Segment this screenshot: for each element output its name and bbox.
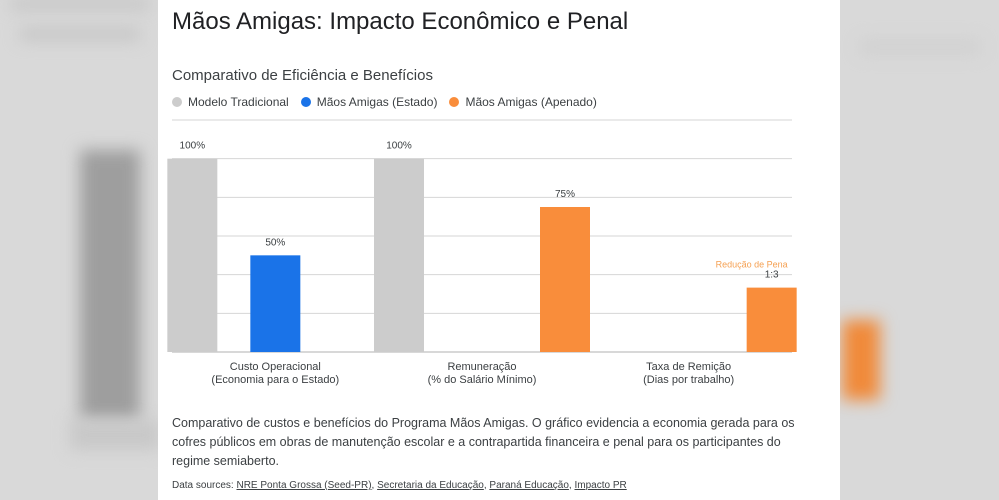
blurred-text-left <box>70 420 160 450</box>
legend-label: Modelo Tradicional <box>188 95 289 109</box>
source-link-nre[interactable]: NRE Ponta Grossa (Seed-PR) <box>236 480 372 491</box>
x-tick-label: (Dias por trabalho) <box>643 374 734 386</box>
source-link-secretaria[interactable]: Secretaria da Educação <box>377 480 484 491</box>
x-tick-label: (Economia para o Estado) <box>211 374 339 386</box>
legend-item-tradicional[interactable]: Modelo Tradicional <box>172 95 289 109</box>
bar <box>540 207 590 352</box>
data-label: 100% <box>386 141 412 152</box>
x-tick-label: (% do Salário Mínimo) <box>428 374 537 386</box>
data-label: 75% <box>555 189 575 200</box>
legend-swatch-blue <box>300 97 311 107</box>
legend-swatch-gray <box>172 97 182 107</box>
blurred-bar-right <box>842 320 880 400</box>
chart-legend: Modelo Tradicional Mãos Amigas (Estado) … <box>172 95 609 109</box>
x-tick-label: Custo Operacional <box>230 361 321 373</box>
blurred-bar-left <box>80 150 140 420</box>
chart-description: Comparativo de custos e benefícios do Pr… <box>172 416 795 468</box>
legend-label: Mãos Amigas (Apenado) <box>465 95 597 109</box>
chart-title: Comparativo de Eficiência e Benefícios <box>172 67 433 84</box>
data-sources: Data sources: NRE Ponta Grossa (Seed-PR)… <box>172 480 627 491</box>
legend-item-apenado[interactable]: Mãos Amigas (Apenado) <box>449 95 597 109</box>
bar <box>746 287 797 352</box>
source-link-impacto[interactable]: Impacto PR <box>574 480 627 491</box>
x-tick-label: Taxa de Remição <box>646 361 731 373</box>
bar-chart: 100% 50% Custo Operacional(Economia para o… <box>167 119 797 386</box>
bar <box>374 158 424 352</box>
data-label: 1:3 <box>765 270 779 281</box>
blurred-header-text <box>20 28 140 40</box>
bar <box>250 255 301 352</box>
legend-label: Mãos Amigas (Estado) <box>316 95 438 109</box>
data-label: 50% <box>265 237 285 248</box>
bar <box>167 158 218 352</box>
legend-swatch-orange <box>449 97 460 107</box>
x-tick-label: Remuneração <box>447 361 516 373</box>
source-link-parana[interactable]: Paraná Educação <box>489 480 569 491</box>
sources-label: Data sources: <box>172 480 234 491</box>
blurred-text-right <box>860 40 980 54</box>
annotation-label: Redução de Pena <box>716 260 788 270</box>
data-label: 100% <box>180 141 206 152</box>
legend-item-estado[interactable]: Mãos Amigas (Estado) <box>300 95 438 109</box>
blurred-header-bar <box>10 0 150 8</box>
chart-card: Mãos Amigas: Impacto Econômico e Penal C… <box>158 0 840 500</box>
page-title: Mãos Amigas: Impacto Econômico e Penal <box>172 8 629 35</box>
